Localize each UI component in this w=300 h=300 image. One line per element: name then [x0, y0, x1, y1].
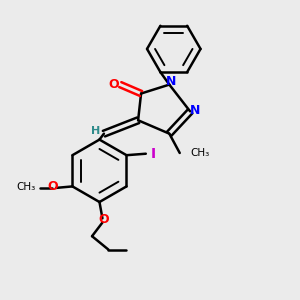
Text: N: N [190, 104, 201, 117]
Text: N: N [166, 74, 176, 88]
Text: O: O [108, 77, 119, 91]
Text: I: I [150, 147, 155, 161]
Text: O: O [48, 180, 58, 193]
Text: CH₃: CH₃ [190, 148, 209, 158]
Text: O: O [99, 213, 109, 226]
Text: H: H [91, 126, 100, 136]
Text: CH₃: CH₃ [16, 182, 35, 192]
